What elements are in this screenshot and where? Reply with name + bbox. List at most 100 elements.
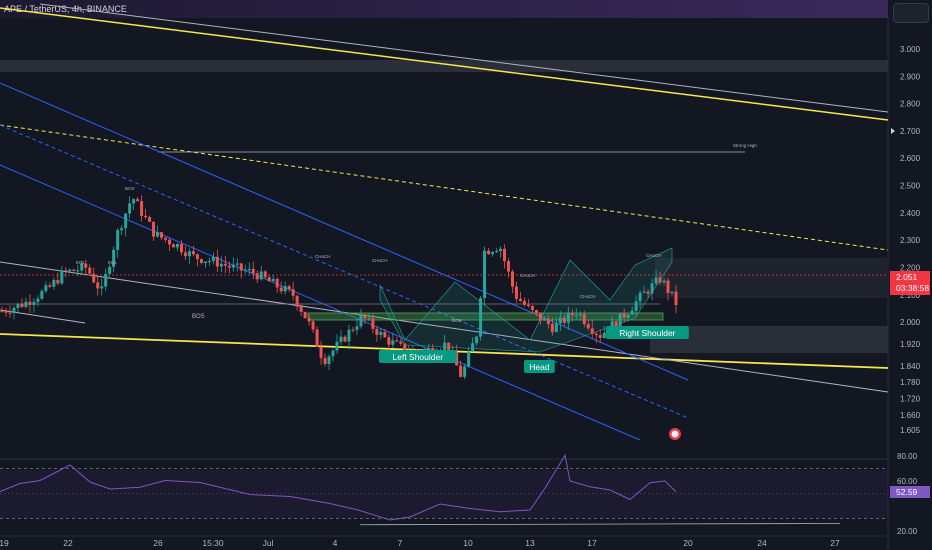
candle-body <box>343 336 347 342</box>
candle-body <box>279 287 283 292</box>
candle-body <box>0 311 4 313</box>
candle-body <box>538 312 542 321</box>
price-tick-label: 2.800 <box>900 100 921 109</box>
candle-body <box>479 298 483 337</box>
candle-body <box>104 273 108 287</box>
candle-body <box>319 346 323 358</box>
candle-body <box>578 314 582 316</box>
candle-body <box>391 340 395 345</box>
candle-body <box>4 311 8 313</box>
candle-body <box>518 298 522 301</box>
candle-body <box>44 285 48 292</box>
candle-body <box>526 304 530 306</box>
candle-body <box>331 350 335 357</box>
candle-body <box>287 286 291 290</box>
head-label-bg <box>524 360 555 373</box>
candle-body <box>96 282 100 289</box>
time-tick-label: 10 <box>463 538 473 548</box>
time-tick-label: Jul <box>263 538 274 548</box>
candle-body <box>60 270 64 284</box>
candle-body <box>291 289 295 296</box>
price-tick-label: 2.900 <box>900 72 921 81</box>
candle-body <box>48 285 52 287</box>
candle-body <box>471 343 475 352</box>
structure-label: CHoCH <box>646 253 662 258</box>
candle-body <box>255 273 259 280</box>
candle-body <box>168 239 172 245</box>
candle-body <box>8 312 12 314</box>
candle-body <box>355 326 359 330</box>
candle-body <box>550 323 554 333</box>
candle-body <box>295 295 299 307</box>
time-tick-label: 7 <box>398 538 403 548</box>
candle-body <box>646 291 650 294</box>
candle-body <box>399 341 403 344</box>
candle-body <box>152 221 156 237</box>
rsi-trendline <box>359 523 841 526</box>
bar-countdown: 03:38:58 <box>896 283 930 293</box>
candle-body <box>339 336 343 342</box>
candle-body <box>164 237 168 240</box>
candle-body <box>506 261 510 272</box>
candle-body <box>375 328 379 335</box>
candle-body <box>179 243 183 253</box>
candle-body <box>662 280 666 283</box>
candle-body <box>383 331 387 338</box>
event-flag-inner <box>671 430 679 438</box>
price-tick-label: 2.000 <box>900 318 921 327</box>
candle-body <box>363 314 367 319</box>
candle-body <box>140 201 144 216</box>
time-tick-label: 20 <box>683 538 693 548</box>
candle-body <box>594 333 598 336</box>
price-tick-label: 2.500 <box>900 182 921 191</box>
candle-body <box>307 318 311 322</box>
upper-trendline <box>0 7 889 121</box>
candle-body <box>447 342 451 353</box>
candle-body <box>12 307 16 313</box>
candle-body <box>56 280 60 284</box>
candle-body <box>626 314 630 318</box>
time-tick-label: 17 <box>587 538 597 548</box>
candle-body <box>483 250 487 299</box>
price-tick-label: 2.100 <box>900 291 921 300</box>
chart-settings-button[interactable] <box>893 3 929 23</box>
candle-body <box>132 199 136 204</box>
candle-body <box>124 213 128 229</box>
candle-body <box>650 283 654 294</box>
candle-body <box>100 286 104 289</box>
candle-body <box>602 332 606 338</box>
time-tick-label: 15:30 <box>202 538 224 548</box>
candle-body <box>251 268 255 274</box>
candle-body <box>379 331 383 335</box>
channel-top <box>0 82 689 381</box>
candle-body <box>395 340 399 342</box>
candle-body <box>144 215 148 217</box>
rsi-tick-label: 60.00 <box>897 477 918 486</box>
candle-body <box>622 313 626 318</box>
candle-body <box>88 267 92 274</box>
structure-label: CHoCH <box>372 258 388 263</box>
candle-body <box>495 251 499 253</box>
candle-body <box>191 251 195 255</box>
lower-white-line <box>0 261 889 393</box>
candle-body <box>566 312 570 323</box>
candle-body <box>112 249 116 267</box>
candle-body <box>108 266 112 274</box>
right-shoulder-label-bg <box>606 326 689 339</box>
candle-body <box>654 277 658 284</box>
last-price-tag: 2.051 03:38:58 <box>890 271 930 295</box>
candle-body <box>36 298 40 302</box>
time-tick-label: 24 <box>757 538 767 548</box>
time-tick-label: 13 <box>525 538 535 548</box>
structure-label: EQL <box>76 260 86 265</box>
candle-body <box>371 318 375 329</box>
candle-body <box>642 291 646 293</box>
candle-body <box>259 271 263 280</box>
price-tick-label: 2.600 <box>900 154 921 163</box>
candle-body <box>76 270 80 272</box>
candle-body <box>546 318 550 324</box>
candle-body <box>463 366 467 377</box>
candle-body <box>156 232 160 237</box>
candle-body <box>32 301 36 305</box>
